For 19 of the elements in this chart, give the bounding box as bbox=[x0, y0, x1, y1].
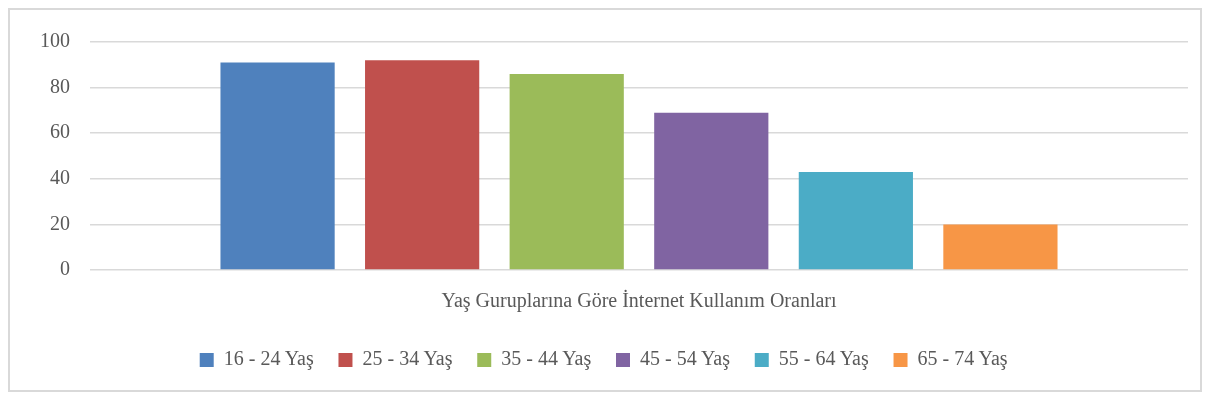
bar bbox=[509, 73, 624, 270]
bar bbox=[365, 60, 480, 270]
bar bbox=[798, 171, 913, 270]
y-tick-label: 100 bbox=[40, 29, 70, 52]
legend-label: 16 - 24 Yaş bbox=[223, 347, 314, 371]
bar bbox=[943, 224, 1058, 270]
legend-label: 55 - 64 Yaş bbox=[778, 347, 869, 371]
y-tick-label: 20 bbox=[50, 211, 70, 234]
bar bbox=[654, 112, 769, 270]
legend-label: 45 - 54 Yaş bbox=[640, 347, 731, 371]
y-tick-label: 60 bbox=[50, 120, 70, 143]
legend-label: 25 - 34 Yaş bbox=[362, 347, 453, 371]
x-tick-label: Yaş Guruplarına Göre İnternet Kullanım Oranları bbox=[441, 289, 837, 313]
y-tick-label: 40 bbox=[50, 166, 70, 189]
y-tick-label: 0 bbox=[60, 257, 70, 280]
legend-label: 35 - 44 Yaş bbox=[501, 347, 592, 371]
legend-label: 65 - 74 Yaş bbox=[917, 347, 1008, 371]
y-tick-label: 80 bbox=[50, 74, 70, 97]
bar bbox=[220, 62, 335, 270]
